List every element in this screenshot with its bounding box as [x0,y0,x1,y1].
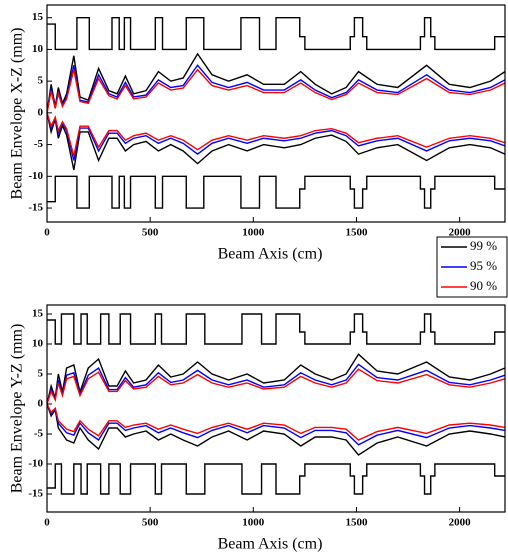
x-tick-label: 1000 [242,517,265,529]
y-tick-label: -10 [28,458,43,470]
y-axis-label: Beam Envelope Y-Z (mm) [9,324,26,494]
plot-frame [46,4,506,223]
y-tick-label: 15 [32,308,44,320]
plot-frame [46,304,506,513]
series-line [47,463,505,495]
series-line [47,403,505,446]
series-line [47,16,505,51]
x-tick-label: 500 [142,517,159,529]
series-line [47,52,505,113]
series-line [47,313,505,345]
y-tick-label: -10 [28,170,43,182]
y-tick-label: 10 [32,338,44,350]
legend-label: 95 % [470,258,497,273]
y-tick-label: 10 [32,43,44,55]
x-tick-label: 1000 [242,227,265,239]
y-tick-label: 0 [38,106,44,118]
y-tick-label: -15 [28,488,43,500]
legend-label: 99 % [470,238,497,253]
series-line [47,112,505,161]
series-line [47,64,505,113]
series-line [47,353,505,405]
x-tick-label: 1500 [345,517,368,529]
x-tick-label: 1500 [345,227,368,239]
series-line [47,68,505,114]
x-tick-label: 500 [142,227,159,239]
x-tick-label: 2000 [449,227,472,239]
y-tick-label: -5 [34,138,44,150]
x-tick-label: 0 [44,517,50,529]
series-line [47,368,505,405]
y-axis-label: Beam Envelope X-Z (mm) [9,28,26,200]
series-line [47,403,505,456]
series-line [47,403,505,441]
series-line [47,363,505,405]
y-tick-label: 5 [38,75,44,87]
series-line [47,112,505,171]
y-tick-label: 5 [38,368,44,380]
y-tick-label: -5 [34,428,44,440]
x-axis-label: Beam Axis (cm) [218,536,323,553]
y-tick-label: 15 [32,11,44,23]
series-line [47,112,505,157]
series-line [47,175,505,209]
x-tick-label: 2000 [449,517,472,529]
y-tick-label: 0 [38,398,44,410]
y-tick-label: -15 [28,202,43,214]
x-axis-label: Beam Axis (cm) [218,246,323,263]
legend-label: 90 % [470,278,497,293]
x-tick-label: 0 [44,227,50,239]
